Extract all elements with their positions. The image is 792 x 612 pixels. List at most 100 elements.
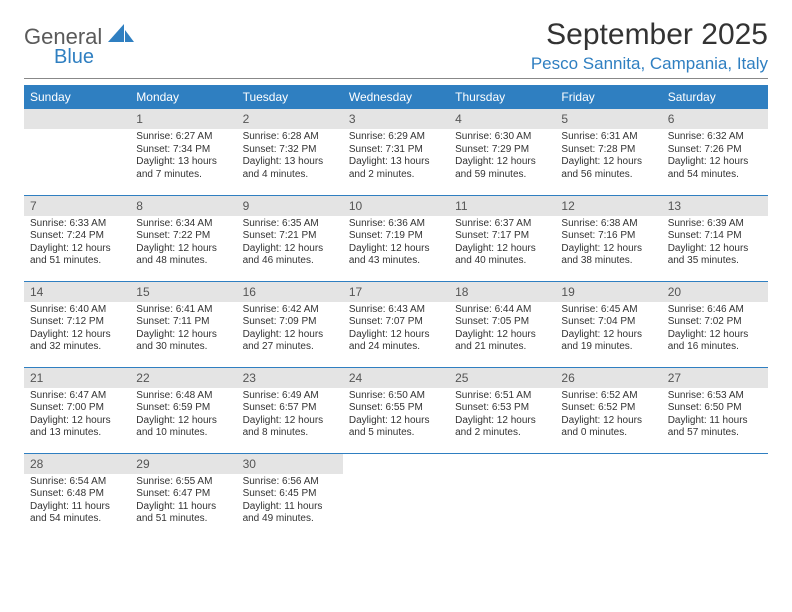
- day-details: Sunrise: 6:53 AMSunset: 6:50 PMDaylight:…: [662, 388, 768, 444]
- calendar-day-cell: 29Sunrise: 6:55 AMSunset: 6:47 PMDayligh…: [130, 453, 236, 539]
- day-number: 3: [343, 109, 449, 129]
- calendar-day-cell: 2Sunrise: 6:28 AMSunset: 7:32 PMDaylight…: [237, 109, 343, 195]
- day-details: Sunrise: 6:43 AMSunset: 7:07 PMDaylight:…: [343, 302, 449, 358]
- sunrise-text: Sunrise: 6:42 AM: [243, 304, 337, 317]
- weekday-header: Monday: [130, 85, 236, 109]
- daylight-text: Daylight: 12 hours and 13 minutes.: [30, 415, 124, 440]
- sunset-text: Sunset: 6:52 PM: [561, 402, 655, 415]
- day-details: Sunrise: 6:46 AMSunset: 7:02 PMDaylight:…: [662, 302, 768, 358]
- daylight-text: Daylight: 12 hours and 2 minutes.: [455, 415, 549, 440]
- calendar-day-cell: [555, 453, 661, 539]
- daylight-text: Daylight: 12 hours and 16 minutes.: [668, 329, 762, 354]
- calendar-day-cell: 6Sunrise: 6:32 AMSunset: 7:26 PMDaylight…: [662, 109, 768, 195]
- location-text: Pesco Sannita, Campania, Italy: [531, 54, 768, 74]
- calendar-day-cell: 21Sunrise: 6:47 AMSunset: 7:00 PMDayligh…: [24, 367, 130, 453]
- daylight-text: Daylight: 12 hours and 30 minutes.: [136, 329, 230, 354]
- logo-sail-icon: [108, 24, 134, 49]
- sunrise-text: Sunrise: 6:52 AM: [561, 390, 655, 403]
- calendar-day-cell: 19Sunrise: 6:45 AMSunset: 7:04 PMDayligh…: [555, 281, 661, 367]
- sunrise-text: Sunrise: 6:37 AM: [455, 218, 549, 231]
- sunrise-text: Sunrise: 6:55 AM: [136, 476, 230, 489]
- daylight-text: Daylight: 12 hours and 51 minutes.: [30, 243, 124, 268]
- sunset-text: Sunset: 7:28 PM: [561, 144, 655, 157]
- calendar-day-cell: 1Sunrise: 6:27 AMSunset: 7:34 PMDaylight…: [130, 109, 236, 195]
- calendar-week-row: 21Sunrise: 6:47 AMSunset: 7:00 PMDayligh…: [24, 367, 768, 453]
- day-number: 25: [449, 368, 555, 388]
- daylight-text: Daylight: 11 hours and 54 minutes.: [30, 501, 124, 526]
- calendar-day-cell: 27Sunrise: 6:53 AMSunset: 6:50 PMDayligh…: [662, 367, 768, 453]
- sunset-text: Sunset: 7:12 PM: [30, 316, 124, 329]
- day-details: Sunrise: 6:49 AMSunset: 6:57 PMDaylight:…: [237, 388, 343, 444]
- day-details: Sunrise: 6:42 AMSunset: 7:09 PMDaylight:…: [237, 302, 343, 358]
- daylight-text: Daylight: 12 hours and 10 minutes.: [136, 415, 230, 440]
- day-details: Sunrise: 6:31 AMSunset: 7:28 PMDaylight:…: [555, 129, 661, 185]
- sunset-text: Sunset: 6:50 PM: [668, 402, 762, 415]
- header-row: General Blue September 2025 Pesco Sannit…: [24, 18, 768, 74]
- sunrise-text: Sunrise: 6:44 AM: [455, 304, 549, 317]
- sunrise-text: Sunrise: 6:46 AM: [668, 304, 762, 317]
- sunset-text: Sunset: 7:19 PM: [349, 230, 443, 243]
- weekday-header: Tuesday: [237, 85, 343, 109]
- day-number: 15: [130, 282, 236, 302]
- calendar-day-cell: 4Sunrise: 6:30 AMSunset: 7:29 PMDaylight…: [449, 109, 555, 195]
- day-details: Sunrise: 6:48 AMSunset: 6:59 PMDaylight:…: [130, 388, 236, 444]
- title-block: September 2025 Pesco Sannita, Campania, …: [531, 18, 768, 74]
- daylight-text: Daylight: 12 hours and 56 minutes.: [561, 156, 655, 181]
- day-details: Sunrise: 6:47 AMSunset: 7:00 PMDaylight:…: [24, 388, 130, 444]
- day-number: 23: [237, 368, 343, 388]
- day-details: Sunrise: 6:50 AMSunset: 6:55 PMDaylight:…: [343, 388, 449, 444]
- daylight-text: Daylight: 12 hours and 35 minutes.: [668, 243, 762, 268]
- sunset-text: Sunset: 7:02 PM: [668, 316, 762, 329]
- day-details: Sunrise: 6:55 AMSunset: 6:47 PMDaylight:…: [130, 474, 236, 530]
- sunrise-text: Sunrise: 6:53 AM: [668, 390, 762, 403]
- sunrise-text: Sunrise: 6:38 AM: [561, 218, 655, 231]
- day-number: 21: [24, 368, 130, 388]
- day-number: 10: [343, 196, 449, 216]
- weekday-header: Friday: [555, 85, 661, 109]
- day-number: 18: [449, 282, 555, 302]
- sunset-text: Sunset: 7:26 PM: [668, 144, 762, 157]
- sunrise-text: Sunrise: 6:27 AM: [136, 131, 230, 144]
- calendar-day-cell: 16Sunrise: 6:42 AMSunset: 7:09 PMDayligh…: [237, 281, 343, 367]
- sunrise-text: Sunrise: 6:30 AM: [455, 131, 549, 144]
- calendar-day-cell: 12Sunrise: 6:38 AMSunset: 7:16 PMDayligh…: [555, 195, 661, 281]
- logo-word2: Blue: [24, 48, 134, 67]
- sunrise-text: Sunrise: 6:28 AM: [243, 131, 337, 144]
- day-number: 6: [662, 109, 768, 129]
- daylight-text: Daylight: 12 hours and 32 minutes.: [30, 329, 124, 354]
- sunset-text: Sunset: 7:29 PM: [455, 144, 549, 157]
- calendar-week-row: 28Sunrise: 6:54 AMSunset: 6:48 PMDayligh…: [24, 453, 768, 539]
- day-details: Sunrise: 6:41 AMSunset: 7:11 PMDaylight:…: [130, 302, 236, 358]
- sunrise-text: Sunrise: 6:49 AM: [243, 390, 337, 403]
- day-details: Sunrise: 6:56 AMSunset: 6:45 PMDaylight:…: [237, 474, 343, 530]
- calendar-day-cell: [343, 453, 449, 539]
- calendar-day-cell: 14Sunrise: 6:40 AMSunset: 7:12 PMDayligh…: [24, 281, 130, 367]
- daylight-text: Daylight: 12 hours and 24 minutes.: [349, 329, 443, 354]
- sunrise-text: Sunrise: 6:36 AM: [349, 218, 443, 231]
- sunrise-text: Sunrise: 6:45 AM: [561, 304, 655, 317]
- empty-day-bar: [24, 109, 130, 129]
- sunrise-text: Sunrise: 6:48 AM: [136, 390, 230, 403]
- sunrise-text: Sunrise: 6:47 AM: [30, 390, 124, 403]
- daylight-text: Daylight: 13 hours and 4 minutes.: [243, 156, 337, 181]
- daylight-text: Daylight: 12 hours and 54 minutes.: [668, 156, 762, 181]
- daylight-text: Daylight: 13 hours and 7 minutes.: [136, 156, 230, 181]
- sunset-text: Sunset: 7:14 PM: [668, 230, 762, 243]
- calendar-day-cell: 28Sunrise: 6:54 AMSunset: 6:48 PMDayligh…: [24, 453, 130, 539]
- calendar-day-cell: 13Sunrise: 6:39 AMSunset: 7:14 PMDayligh…: [662, 195, 768, 281]
- weekday-header: Thursday: [449, 85, 555, 109]
- calendar-table: Sunday Monday Tuesday Wednesday Thursday…: [24, 85, 768, 539]
- sunset-text: Sunset: 7:07 PM: [349, 316, 443, 329]
- sunset-text: Sunset: 7:17 PM: [455, 230, 549, 243]
- day-number: 28: [24, 454, 130, 474]
- daylight-text: Daylight: 12 hours and 21 minutes.: [455, 329, 549, 354]
- day-number: 22: [130, 368, 236, 388]
- calendar-day-cell: 22Sunrise: 6:48 AMSunset: 6:59 PMDayligh…: [130, 367, 236, 453]
- sunset-text: Sunset: 6:45 PM: [243, 488, 337, 501]
- logo: General Blue: [24, 18, 134, 67]
- daylight-text: Daylight: 12 hours and 0 minutes.: [561, 415, 655, 440]
- calendar-day-cell: 26Sunrise: 6:52 AMSunset: 6:52 PMDayligh…: [555, 367, 661, 453]
- calendar-day-cell: 11Sunrise: 6:37 AMSunset: 7:17 PMDayligh…: [449, 195, 555, 281]
- day-details: Sunrise: 6:38 AMSunset: 7:16 PMDaylight:…: [555, 216, 661, 272]
- day-number: 24: [343, 368, 449, 388]
